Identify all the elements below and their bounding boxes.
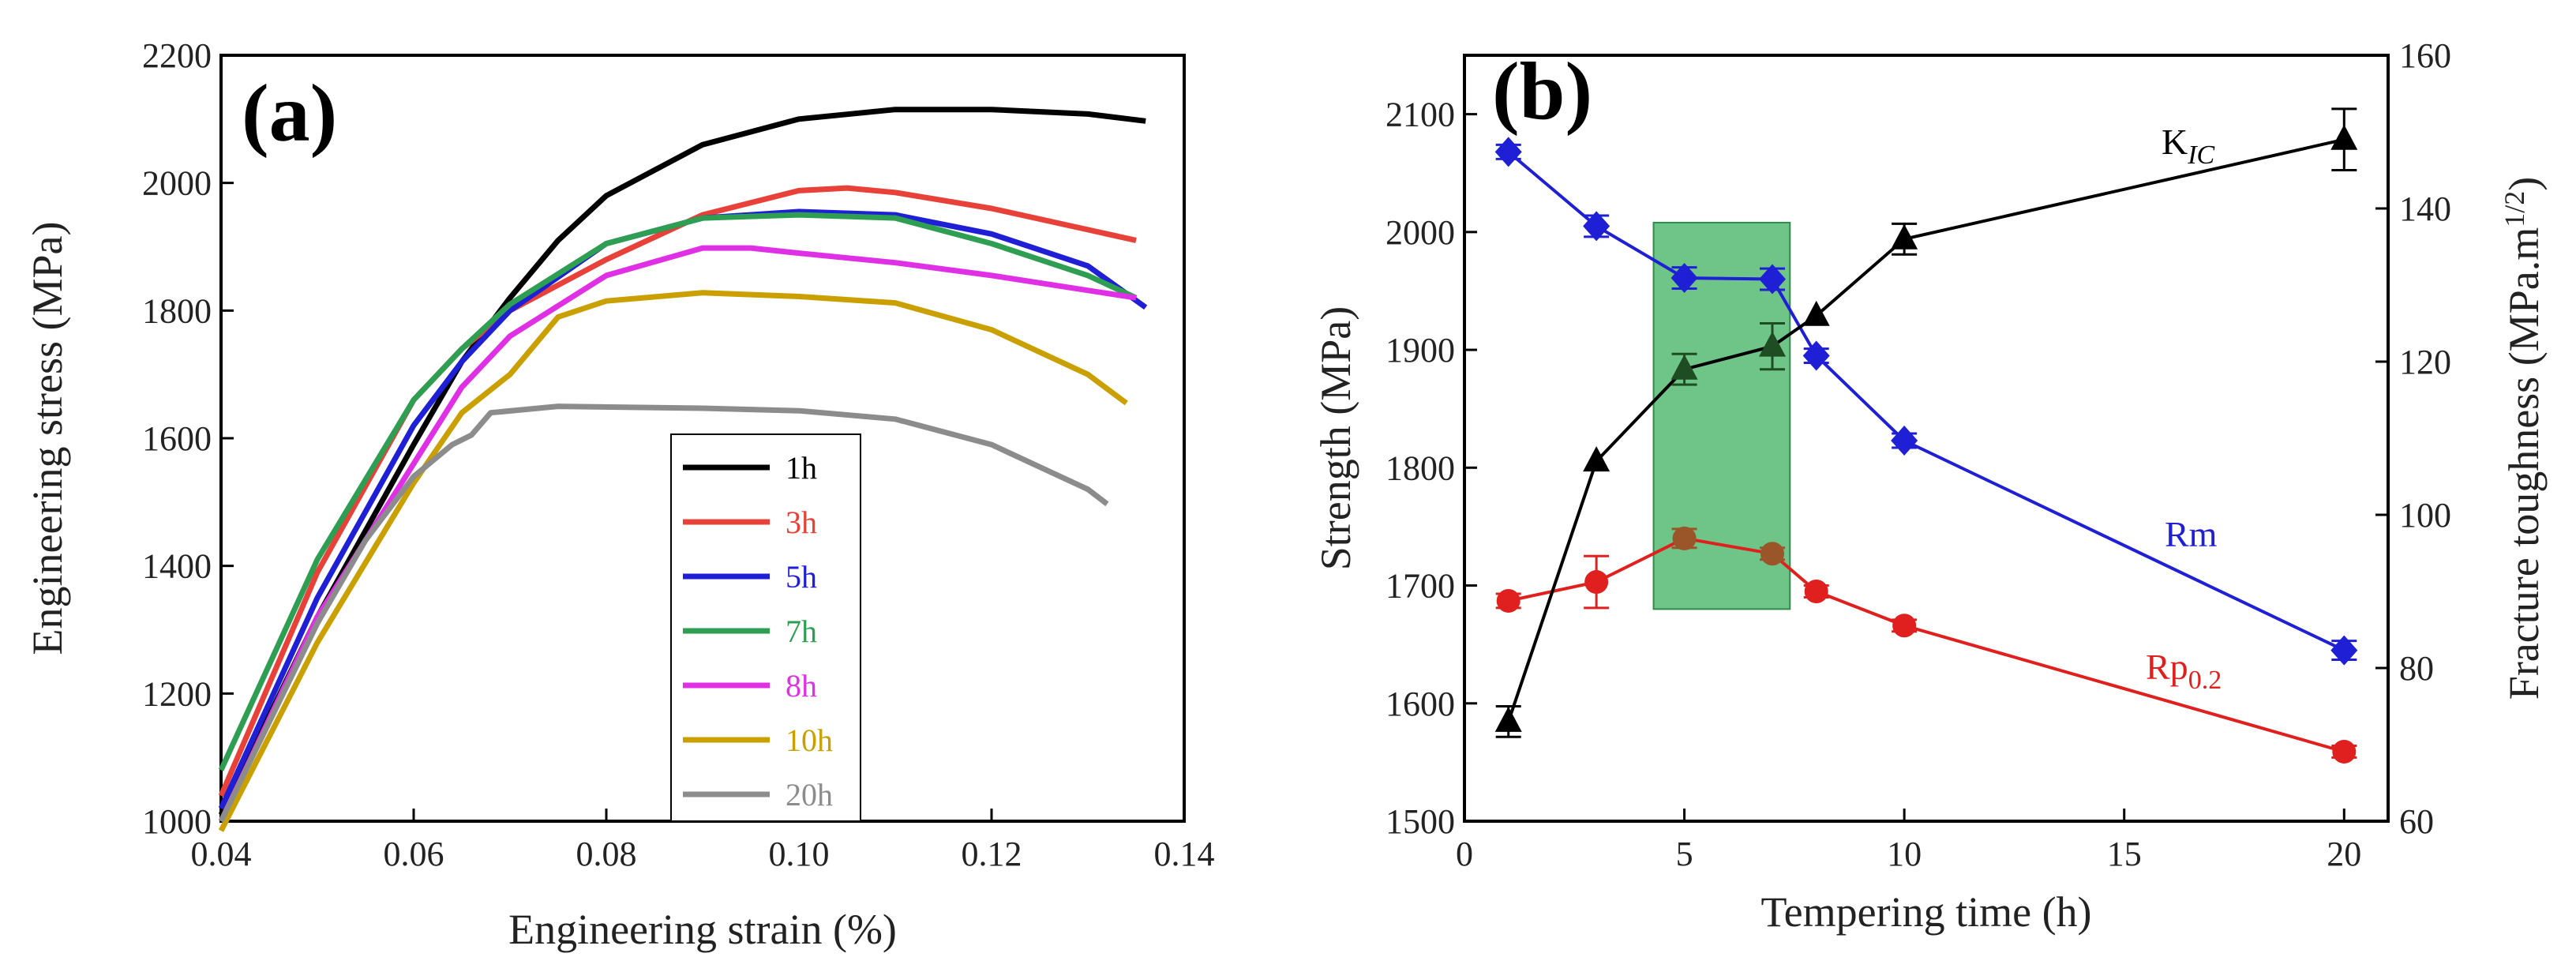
panel-a-legend: 1h 3h 5h 7h 8h 10h 20h [670, 433, 861, 822]
legend-label-7h: 7h [786, 614, 817, 649]
y-tick-label: 2000 [142, 164, 212, 203]
x-tick-label: 0.06 [384, 835, 444, 873]
data-point [1583, 211, 1610, 242]
legend-label-3h: 3h [786, 505, 817, 540]
y2-tick-label: 120 [2399, 343, 2451, 381]
x-tick-label: 0.04 [191, 835, 252, 873]
series-line-Rp0.2 [1508, 536, 2345, 753]
y2-tick-label: 80 [2399, 649, 2434, 688]
y-tick-label: 1800 [142, 291, 212, 330]
data-point [2330, 124, 2358, 150]
y-tick-label: 1600 [1385, 685, 1455, 723]
data-point [1494, 706, 1522, 732]
panel-b-x-axis-label: Tempering time (h) [1760, 888, 2091, 936]
data-point [2330, 635, 2358, 666]
panel-a-x-axis-label: Engineering strain (%) [508, 906, 897, 953]
y-tick-label: 2000 [1385, 213, 1455, 252]
panel-b-label: (b) [1492, 46, 1592, 137]
series-KIC [1494, 107, 2358, 738]
panel-a-y-axis-label: Engineering stress (MPa) [24, 222, 71, 655]
y-tick-label: 1200 [142, 674, 212, 713]
series-line-1h [218, 107, 1146, 816]
rp02-series-label: Rp0.2 [2146, 647, 2222, 695]
x-tick-label: 0.12 [962, 835, 1022, 873]
series-Rp0.2 [1495, 526, 2357, 764]
y-tick-label: 1400 [142, 547, 212, 586]
data-point [1583, 446, 1610, 472]
y-tick-label: 1900 [1385, 331, 1455, 370]
y-tick-label: 2200 [142, 36, 212, 75]
x-tick-label: 10 [1887, 835, 1922, 873]
data-point [1494, 137, 1522, 167]
x-tick-label: 5 [1676, 835, 1693, 873]
x-tick-label: 0.10 [769, 835, 830, 873]
data-point [1802, 340, 1830, 371]
data-point [1802, 300, 1830, 326]
kic-series-label: KIC [2162, 122, 2215, 170]
y-tick-label: 1700 [1385, 567, 1455, 606]
panel-a: 0.04 0.06 0.08 0.10 0.12 0.14 1000 1200 1400 1600… [24, 36, 1215, 953]
data-point [1892, 614, 1917, 638]
panel-b-right-y-axis-label: Fracture toughness (MPa.m1/2) [2499, 177, 2548, 700]
panel-b-left-y-axis-label: Strength (MPa) [1312, 306, 1359, 570]
rm-series-label: Rm [2165, 514, 2218, 554]
y-tick-label: 1600 [142, 419, 212, 458]
legend-label-8h: 8h [786, 668, 817, 704]
series-line-7h [218, 212, 1138, 771]
data-point [1759, 331, 1786, 357]
data-point [1584, 570, 1609, 595]
data-point [1891, 223, 1918, 250]
y-tick-label: 1800 [1385, 448, 1455, 487]
data-point [1670, 354, 1698, 380]
y-tick-label: 2100 [1385, 96, 1455, 134]
series-line-20h [218, 403, 1109, 823]
data-point [1760, 542, 1784, 566]
legend-label-1h: 1h [786, 450, 817, 486]
series-line-8h [218, 245, 1137, 823]
y2-tick-label: 100 [2399, 496, 2451, 535]
x-tick-label: 0.08 [576, 835, 637, 873]
x-tick-label: 0 [1456, 835, 1473, 873]
y2-tick-label: 60 [2399, 802, 2434, 841]
legend-label-20h: 20h [786, 777, 833, 813]
panel-a-label: (a) [242, 68, 337, 159]
panel-b: 0 5 10 15 20 1500 1600 1700 1800 1900 2000 2100 60 80… [1312, 36, 2548, 936]
x-tick-label: 0.14 [1154, 835, 1215, 873]
data-point [1496, 588, 1520, 613]
series-line-Rm [1507, 150, 2345, 652]
data-point [1891, 425, 1918, 456]
data-point [1759, 264, 1786, 295]
y-tick-label: 1500 [1385, 802, 1455, 841]
legend-label-5h: 5h [786, 559, 817, 595]
series-line-10h [218, 290, 1128, 832]
series-line-KIC [1506, 137, 2345, 722]
series-Rm [1494, 137, 2358, 666]
data-point [1670, 263, 1698, 294]
y-tick-label: 1000 [142, 802, 212, 841]
x-tick-label: 20 [2327, 835, 2361, 873]
y2-tick-label: 160 [2399, 36, 2451, 75]
data-point [2332, 739, 2357, 764]
data-point [1672, 526, 1697, 550]
legend-label-10h: 10h [786, 722, 833, 758]
panel-b-frame [1463, 54, 2390, 823]
x-tick-label: 15 [2107, 835, 2142, 873]
y2-tick-label: 140 [2399, 190, 2451, 228]
legend-box [670, 433, 861, 822]
data-point [1804, 580, 1828, 603]
